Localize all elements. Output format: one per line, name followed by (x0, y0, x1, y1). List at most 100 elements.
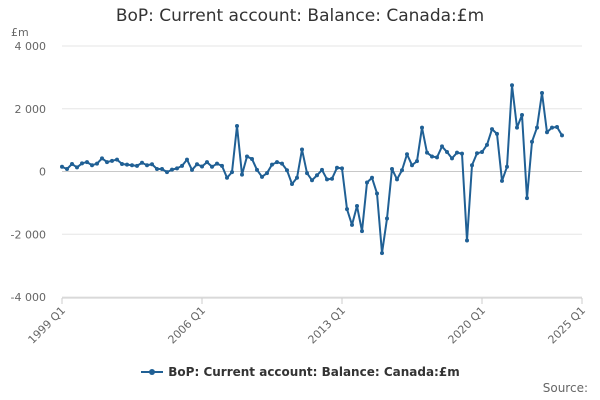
data-point (185, 157, 189, 162)
data-point (150, 162, 154, 167)
data-point (480, 150, 484, 155)
data-point (100, 156, 104, 161)
data-point (440, 144, 444, 149)
data-point (205, 160, 209, 165)
data-point (145, 163, 149, 168)
data-point (405, 152, 409, 157)
data-point (270, 162, 274, 167)
data-point (60, 164, 64, 169)
data-point (350, 222, 354, 227)
data-point (385, 216, 389, 221)
data-point (220, 163, 224, 168)
data-point (325, 177, 329, 182)
data-point (280, 161, 284, 166)
data-point (80, 161, 84, 166)
data-point (165, 170, 169, 175)
data-point (310, 178, 314, 183)
source-label: Source: (542, 381, 588, 395)
data-point (265, 171, 269, 176)
y-tick-label: -2 000 (11, 228, 46, 241)
data-point (155, 166, 159, 171)
data-point (255, 167, 259, 172)
y-tick-label: 0 (39, 166, 46, 179)
data-point (355, 204, 359, 209)
data-point (305, 171, 309, 176)
data-point (445, 150, 449, 155)
data-point (360, 229, 364, 234)
x-tick-label: 1999 Q1 (26, 304, 69, 347)
data-point (525, 196, 529, 201)
data-point (340, 166, 344, 171)
data-point (175, 166, 179, 171)
data-point (315, 173, 319, 178)
data-point (70, 161, 74, 166)
data-point (455, 150, 459, 155)
data-point (75, 165, 79, 170)
data-point (120, 161, 124, 166)
data-point (450, 156, 454, 161)
data-point (320, 167, 324, 172)
data-point (375, 191, 379, 196)
data-point (130, 163, 134, 168)
data-point (425, 150, 429, 155)
data-point (210, 164, 214, 169)
data-point (415, 159, 419, 164)
data-point (345, 207, 349, 212)
data-point (430, 154, 434, 159)
data-point (290, 182, 294, 187)
data-point (195, 162, 199, 167)
y-tick-label: 2 000 (15, 103, 47, 116)
y-tick-label: -4 000 (11, 291, 46, 304)
y-tick-label: 4 000 (15, 40, 47, 53)
x-tick-label: 2025 Q1 (546, 304, 589, 347)
data-point (535, 125, 539, 130)
x-tick-label: 2006 Q1 (166, 304, 209, 347)
data-point (200, 164, 204, 169)
data-point (190, 167, 194, 172)
data-point (260, 174, 264, 179)
data-point (275, 160, 279, 165)
data-point (390, 166, 394, 171)
data-point (240, 172, 244, 177)
data-point (330, 176, 334, 181)
series-layer (60, 83, 564, 256)
data-point (90, 163, 94, 168)
data-point (365, 180, 369, 185)
data-point (460, 151, 464, 156)
data-point (520, 113, 524, 118)
data-point (500, 178, 504, 183)
legend-label: BoP: Current account: Balance: Canada:£m (168, 364, 460, 379)
data-point (245, 154, 249, 159)
data-point (395, 177, 399, 182)
data-point (235, 124, 239, 129)
data-point (170, 167, 174, 172)
data-point (250, 156, 254, 161)
data-point (180, 163, 184, 168)
data-point (490, 127, 494, 132)
data-point (65, 166, 69, 171)
data-point (295, 175, 299, 180)
data-point (435, 155, 439, 160)
x-tick-label: 2013 Q1 (306, 304, 349, 347)
chart-title: BoP: Current account: Balance: Canada:£m (115, 6, 485, 26)
data-point (95, 161, 99, 166)
data-point (550, 125, 554, 130)
data-point (470, 163, 474, 168)
data-point (555, 124, 559, 129)
data-point (465, 238, 469, 243)
data-point (540, 91, 544, 96)
x-tick-label: 2020 Q1 (446, 304, 489, 347)
data-point (285, 168, 289, 173)
data-point (495, 131, 499, 136)
data-point (475, 151, 479, 156)
data-point (140, 160, 144, 165)
legend-swatch (141, 368, 164, 375)
axes: -4 000 -2 000 0 2 000 4 000 1999 Q1 2006 Q1 201… (11, 40, 589, 346)
legend[interactable]: BoP: Current account: Balance: Canada:£m (0, 364, 600, 379)
data-point (115, 157, 119, 162)
data-point (515, 125, 519, 130)
data-point (420, 125, 424, 130)
data-point (370, 175, 374, 180)
y-axis-unit-label: £m (11, 26, 29, 39)
data-point (510, 83, 514, 88)
